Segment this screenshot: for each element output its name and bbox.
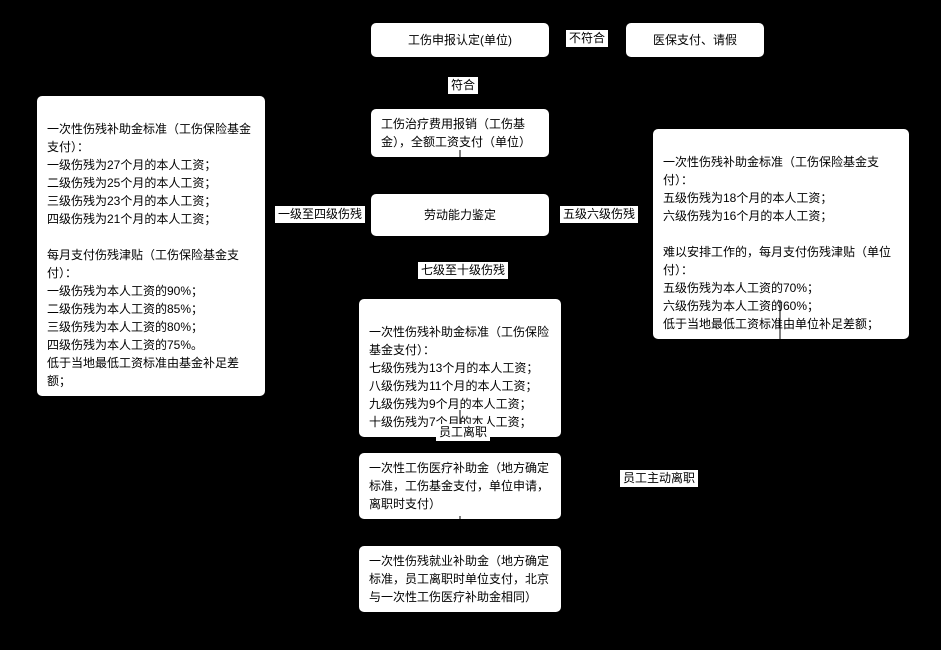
node-treatment-text: 工伤治疗费用报销（工伤基金），全额工资支付（单位） <box>381 117 531 149</box>
edge-label-grade-7-10: 七级至十级伤残 <box>418 262 508 279</box>
node-assessment-text: 劳动能力鉴定 <box>424 206 496 224</box>
node-medins-pay: 医保支付、请假 <box>625 22 765 58</box>
node-application-text: 工伤申报认定(单位) <box>408 31 512 49</box>
node-medical-subsidy-text: 一次性工伤医疗补助金（地方确定标准，工伤基金支付，单位申请，离职时支付） <box>369 461 549 511</box>
node-grade-7-10-text: 一次性伤残补助金标准（工伤保险基金支付）： 七级伤残为13个月的本人工资； 八级… <box>369 325 549 429</box>
edge-label-voluntary-leave: 员工主动离职 <box>620 470 698 487</box>
edge-label-grade-5-6: 五级六级伤残 <box>560 206 638 223</box>
node-application: 工伤申报认定(单位) <box>370 22 550 58</box>
node-treatment: 工伤治疗费用报销（工伤基金），全额工资支付（单位） <box>370 108 550 158</box>
node-medins-text: 医保支付、请假 <box>653 31 737 49</box>
node-employment-subsidy-text: 一次性伤残就业补助金（地方确定标准，员工离职时单位支付，北京与一次性工伤医疗补助… <box>369 554 549 604</box>
node-grade-7-10: 一次性伤残补助金标准（工伤保险基金支付）： 七级伤残为13个月的本人工资； 八级… <box>358 298 562 438</box>
node-grade-1-4: 一次性伤残补助金标准（工伤保险基金支付）： 一级伤残为27个月的本人工资； 二级… <box>36 95 266 397</box>
edge-label-not-qualified: 不符合 <box>566 30 608 47</box>
node-medical-subsidy: 一次性工伤医疗补助金（地方确定标准，工伤基金支付，单位申请，离职时支付） <box>358 452 562 520</box>
node-grade-1-4-text: 一次性伤残补助金标准（工伤保险基金支付）： 一级伤残为27个月的本人工资； 二级… <box>47 122 251 388</box>
edge-label-grade-1-4: 一级至四级伤残 <box>275 206 365 223</box>
node-grade-5-6-text: 一次性伤残补助金标准（工伤保险基金支付）： 五级伤残为18个月的本人工资； 六级… <box>663 155 891 331</box>
node-employment-subsidy: 一次性伤残就业补助金（地方确定标准，员工离职时单位支付，北京与一次性工伤医疗补助… <box>358 545 562 613</box>
edge-label-leave: 员工离职 <box>436 424 490 441</box>
edge-label-qualified: 符合 <box>448 77 478 94</box>
node-grade-5-6: 一次性伤残补助金标准（工伤保险基金支付）： 五级伤残为18个月的本人工资； 六级… <box>652 128 910 340</box>
node-assessment: 劳动能力鉴定 <box>370 193 550 237</box>
